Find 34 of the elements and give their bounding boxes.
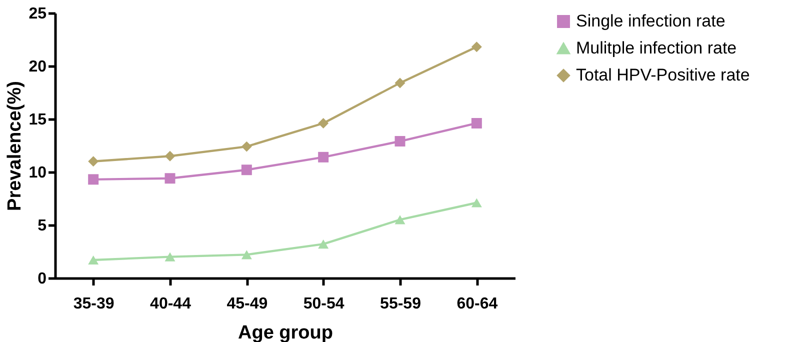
legend-label: Single infection rate: [576, 12, 726, 30]
point: [164, 173, 176, 184]
x-tick-label: 35-39: [73, 296, 114, 312]
y-axis-title: Prevalence(%): [4, 81, 26, 211]
point: [394, 215, 406, 224]
point: [241, 250, 252, 260]
legend-label: Mulitple infection rate: [576, 38, 737, 58]
x-tick-label: 40-44: [150, 296, 192, 312]
y-tick-label: 10: [28, 164, 47, 182]
y-tick-label: 15: [28, 112, 47, 128]
point: [164, 252, 176, 262]
point: [88, 174, 99, 185]
y-tick-label: 20: [28, 58, 47, 76]
y-tick-label: 0: [38, 270, 47, 288]
point: [241, 141, 252, 152]
point: [88, 255, 99, 265]
x-tick-label: 60-64: [456, 296, 498, 312]
point: [471, 118, 482, 128]
x-tick-label: 50-54: [303, 296, 344, 312]
point: [88, 156, 99, 167]
point: [394, 136, 406, 147]
point: [318, 152, 329, 162]
point: [471, 42, 482, 52]
point: [318, 240, 329, 249]
point: [471, 198, 482, 208]
y-tick-label: 25: [28, 6, 47, 22]
legend-label: Total HPV-Positive rate: [576, 66, 750, 84]
x-tick-label: 45-49: [226, 296, 268, 312]
point: [318, 118, 329, 128]
point: [241, 164, 252, 176]
y-tick-label: 5: [38, 218, 47, 234]
point: [394, 78, 406, 88]
x-tick-label: 55-59: [380, 296, 422, 312]
point: [164, 150, 176, 162]
